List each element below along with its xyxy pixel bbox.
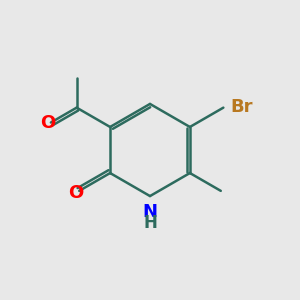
Text: N: N: [142, 203, 158, 221]
Text: H: H: [143, 214, 157, 232]
Text: O: O: [68, 184, 83, 202]
Text: Br: Br: [230, 98, 252, 116]
Text: O: O: [40, 113, 55, 131]
